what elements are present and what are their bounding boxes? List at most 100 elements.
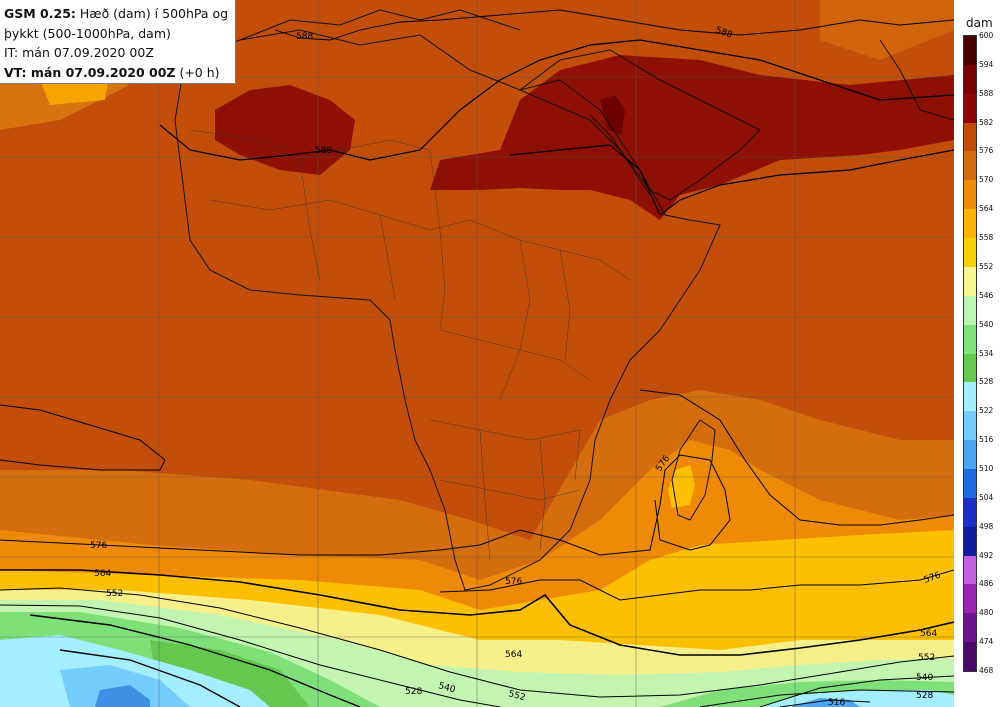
contour-528 [29,614,361,707]
legend-tick-label: 474 [979,637,994,647]
legend-tick-label: 570 [979,175,994,185]
legend-tick-label: 540 [979,319,994,329]
contour-label: 552 [918,653,935,663]
contour-label: 540 [437,681,456,695]
model-name: GSM 0.25: [4,6,76,21]
mediterranean-coastline [239,9,521,41]
legend-tick-label: 594 [979,59,994,69]
field-582-arabia [430,55,954,220]
legend-tick-label: 468 [979,666,994,675]
legend-tick-label: 582 [979,117,994,127]
legend-swatch [964,180,976,210]
contour-540-e [759,675,954,707]
contour-label: 528 [916,691,933,701]
legend-tick-label: 504 [979,492,994,502]
red-sea-coastline [589,114,651,196]
india-coastline [879,39,954,121]
contour-588-arabia [509,144,954,216]
legend-tick-label: 480 [979,608,994,618]
legend-tick-label: 588 [979,88,994,98]
legend-swatch [964,209,976,239]
legend-swatch [964,353,976,383]
field-510-south [95,685,150,707]
contour-label: 564 [505,650,522,660]
contour-label: 552 [507,689,526,703]
valid-time-offset: (+0 h) [179,64,220,80]
legend-tick-label: 552 [979,261,994,271]
legend-tick-label: 576 [979,146,994,156]
contour-label: 576 [505,577,522,587]
legend-swatch [964,555,976,585]
legend-tick-label: 528 [979,377,994,387]
contour-564 [0,569,954,656]
contour-label: 516 [828,698,845,707]
legend-tick-label: 492 [979,550,994,560]
contour-576-east [639,389,954,526]
madagascar-coastline [671,419,716,521]
legend-tick-label: 534 [979,348,994,358]
contour-label: 564 [920,629,937,639]
legend-tick-label: 516 [979,435,994,445]
contour-576-west [0,404,166,471]
contour-516-e [779,699,871,707]
legend-tick-label: 546 [979,290,994,300]
legend-swatch [964,36,976,66]
legend-swatch [964,151,976,181]
info-box: GSM 0.25: Hæð (dam) í 500hPa og þykkt (5… [0,0,236,84]
contour-label: 588 [315,146,332,156]
legend-swatch [964,382,976,412]
contour-label: 540 [916,673,933,683]
info-line-4: VT: mán 07.09.2020 00Z (+0 h) [4,63,231,83]
color-legend: dam 600 594 588 582 576 570 564 558 552 546 540 534… [954,0,1000,707]
legend-swatch [964,93,976,124]
weather-map: 588 588 588 576 576 576 576 564 564 564 … [0,0,954,707]
legend-swatch [964,468,976,499]
africa-coastline [174,29,721,591]
field-description-1: Hæð (dam) í 500hPa og [79,6,229,21]
legend-swatch [964,324,976,354]
legend-swatch [964,526,976,557]
contour-552 [0,587,954,698]
contour-label: 576 [90,541,107,551]
legend-swatch [964,497,976,528]
contour-label: 588 [296,32,313,42]
contour-516 [59,649,241,707]
height-contours [0,9,954,707]
legend-swatch [964,295,976,326]
legend-swatch [964,440,976,470]
legend-tick-label: 600 [979,31,994,40]
legend-tick-label: 510 [979,463,994,473]
legend-tick-label: 486 [979,579,994,589]
legend-swatch [964,411,976,441]
legend-swatch [964,238,976,268]
contour-588-sahara [159,39,954,161]
legend-swatch [964,122,976,152]
contour-label: 528 [405,687,422,697]
field-570-ne [820,0,954,60]
contour-576-main [0,454,731,556]
info-line-1: GSM 0.25: Hæð (dam) í 500hPa og [4,4,231,24]
legend-tick-label: 564 [979,204,994,214]
contour-label: 552 [106,589,123,599]
contour-588-north [274,9,954,41]
legend-swatch [964,584,976,614]
country-borders [189,129,631,561]
contour-label: 564 [94,569,111,579]
legend-unit: dam [966,16,993,30]
map-canvas: 588 588 588 576 576 576 576 564 564 564 … [0,0,954,707]
contour-528-e [699,689,954,707]
field-588-core [600,95,625,135]
legend-tick-label: 558 [979,233,994,243]
contour-540 [0,604,501,707]
initial-time: IT: mán 07.09.2020 00Z [4,45,154,60]
legend-swatch [964,642,976,672]
legend-swatch [964,266,976,297]
contour-576-se [439,569,954,601]
field-description-2: þykkt (500-1000hPa, dam) [4,25,171,41]
legend-swatch [964,64,976,95]
legend-swatch [964,613,976,643]
legend-colorbar [963,35,977,672]
valid-time: VT: mán 07.09.2020 00Z [4,64,176,80]
field-582-sahara [215,85,355,175]
legend-tick-label: 498 [979,521,994,531]
